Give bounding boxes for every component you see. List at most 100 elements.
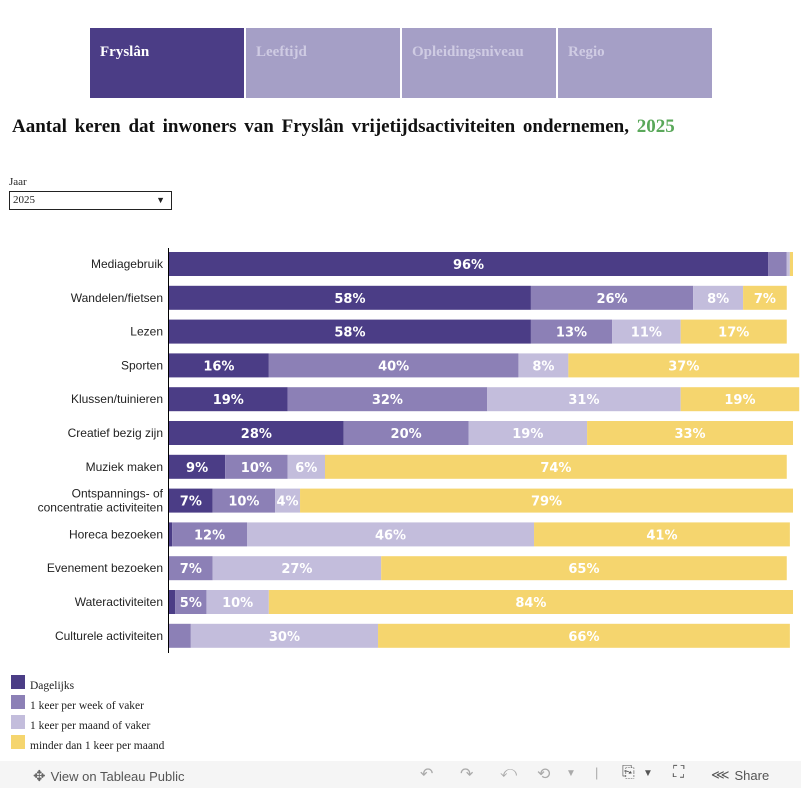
bar-segment[interactable] bbox=[530, 319, 613, 344]
data-label: 27% bbox=[281, 562, 312, 577]
tab-regio[interactable]: Regio bbox=[558, 28, 712, 98]
bar-segment[interactable] bbox=[247, 522, 535, 547]
fullscreen-icon[interactable]: ⛶ bbox=[673, 764, 685, 781]
data-label: 13% bbox=[556, 326, 587, 341]
legend-item[interactable]: minder dan 1 keer per maand bbox=[11, 735, 165, 756]
tab-leeftijd[interactable]: Leeftijd bbox=[246, 28, 400, 98]
bar-segment[interactable] bbox=[169, 353, 269, 378]
bar-segment[interactable] bbox=[169, 556, 213, 581]
legend-item[interactable]: Dagelijks bbox=[11, 675, 164, 696]
bar-segment[interactable] bbox=[169, 387, 288, 412]
bar-segment[interactable] bbox=[530, 285, 694, 310]
stacked-bar-chart: Mediagebruik 96% Wandelen/fietsen 58% 26% 8% 7… bbox=[38, 248, 800, 653]
data-label: 10% bbox=[241, 461, 272, 476]
undo-icon[interactable]: ↶ bbox=[420, 766, 434, 783]
bar-segment[interactable] bbox=[743, 285, 787, 310]
tab-opleidingsniveau[interactable]: Opleidingsniveau bbox=[402, 28, 556, 98]
data-label: 66% bbox=[568, 630, 599, 645]
bar-segment[interactable] bbox=[225, 454, 288, 479]
bar-segment[interactable] bbox=[169, 488, 213, 513]
data-label: 65% bbox=[568, 562, 599, 577]
legend-swatch bbox=[11, 735, 25, 749]
bar-segment[interactable] bbox=[212, 488, 276, 513]
data-label: 58% bbox=[334, 326, 365, 341]
category-label: Creatief bezig zijn bbox=[68, 426, 163, 440]
year-filter-label: Jaar bbox=[9, 176, 27, 188]
refresh-icon[interactable]: ⟲ bbox=[537, 766, 551, 783]
view-on-tableau-link[interactable]: ✥ View on Tableau Public bbox=[33, 767, 185, 785]
bar-segment[interactable] bbox=[343, 421, 469, 445]
share-button[interactable]: ⋘ Share bbox=[711, 767, 769, 783]
legend-item[interactable]: 1 keer per maand of vaker bbox=[11, 715, 164, 736]
bar-segment[interactable] bbox=[518, 353, 569, 378]
revert-icon[interactable]: ⤺ bbox=[500, 764, 518, 781]
data-label: 19% bbox=[512, 427, 543, 442]
bar-segment[interactable] bbox=[268, 590, 794, 614]
chevron-down-icon: ▼ bbox=[156, 195, 165, 205]
bar-segment[interactable] bbox=[325, 454, 787, 479]
chart-title-year: 2025 bbox=[636, 116, 675, 137]
bar-segment[interactable] bbox=[534, 522, 790, 547]
bar-segment[interactable] bbox=[175, 590, 207, 614]
bar-segment[interactable] bbox=[768, 252, 787, 276]
legend-label: minder dan 1 keer per maand bbox=[30, 740, 165, 752]
bar-segment[interactable] bbox=[275, 488, 301, 513]
category-label: Wandelen/fietsen bbox=[71, 291, 163, 305]
download-icon[interactable]: ⎘ bbox=[622, 764, 635, 781]
refresh-dropdown-icon[interactable]: ▼ bbox=[566, 768, 576, 779]
bar-segment[interactable] bbox=[212, 556, 382, 581]
redo-icon[interactable]: ↷ bbox=[460, 766, 474, 783]
tableau-logo-icon: ✥ bbox=[33, 768, 46, 785]
data-label: 17% bbox=[718, 326, 749, 341]
chart-title: Aantal keren dat inwoners van Fryslân vr… bbox=[12, 116, 675, 138]
bar-segment[interactable] bbox=[190, 623, 379, 648]
download-dropdown-icon[interactable]: ▼ bbox=[643, 768, 653, 779]
share-label: Share bbox=[734, 767, 770, 783]
bar-segment[interactable] bbox=[287, 454, 325, 479]
tab-fryslan[interactable]: Fryslân bbox=[90, 28, 244, 98]
bar-segment[interactable] bbox=[786, 252, 790, 276]
bar-segment[interactable] bbox=[468, 421, 588, 445]
data-label: 96% bbox=[453, 258, 484, 273]
data-label: 8% bbox=[707, 292, 729, 307]
bar-segment[interactable] bbox=[568, 353, 800, 378]
bar-segment[interactable] bbox=[680, 319, 787, 344]
tab-bar: Fryslân Leeftijd Opleidingsniveau Regio bbox=[90, 28, 712, 98]
legend-item[interactable]: 1 keer per week of vaker bbox=[11, 695, 164, 716]
data-label: 19% bbox=[213, 393, 244, 408]
bar-segment[interactable] bbox=[680, 387, 800, 412]
bar-segment[interactable] bbox=[287, 387, 488, 412]
legend: Dagelijks 1 keer per week of vaker 1 kee… bbox=[11, 675, 165, 756]
bar-segment[interactable] bbox=[378, 623, 790, 648]
chart-title-text: Aantal keren dat inwoners van Fryslân vr… bbox=[12, 116, 629, 137]
bar-segment[interactable] bbox=[169, 252, 769, 276]
bar-segment[interactable] bbox=[169, 522, 173, 547]
bar-segment[interactable] bbox=[172, 522, 247, 547]
bar-segment[interactable] bbox=[169, 421, 344, 445]
bar-segment[interactable] bbox=[268, 353, 519, 378]
bar-segment[interactable] bbox=[381, 556, 787, 581]
legend-label: Dagelijks bbox=[30, 680, 75, 692]
bar-segment[interactable] bbox=[693, 285, 744, 310]
bar-segment[interactable] bbox=[789, 252, 793, 276]
data-label: 41% bbox=[646, 528, 677, 543]
data-label: 58% bbox=[334, 292, 365, 307]
year-filter-dropdown[interactable]: 2025 ▼ bbox=[9, 191, 172, 210]
bar-segment[interactable] bbox=[169, 319, 531, 344]
data-label: 5% bbox=[180, 596, 202, 611]
data-label: 4% bbox=[277, 495, 299, 510]
data-label: 33% bbox=[674, 427, 705, 442]
bar-segment[interactable] bbox=[587, 421, 793, 445]
bar-segment[interactable] bbox=[300, 488, 793, 513]
data-label: 6% bbox=[295, 461, 317, 476]
bar-segment[interactable] bbox=[169, 454, 226, 479]
bar-segment[interactable] bbox=[612, 319, 681, 344]
category-label: Horeca bezoeken bbox=[69, 527, 163, 541]
bar-segment[interactable] bbox=[206, 590, 269, 614]
bar-segment[interactable] bbox=[169, 285, 531, 310]
bar-segment[interactable] bbox=[487, 387, 681, 412]
bar-segment[interactable] bbox=[169, 623, 191, 648]
data-label: 30% bbox=[269, 630, 300, 645]
data-label: 40% bbox=[378, 359, 409, 374]
bar-segment[interactable] bbox=[169, 590, 176, 614]
